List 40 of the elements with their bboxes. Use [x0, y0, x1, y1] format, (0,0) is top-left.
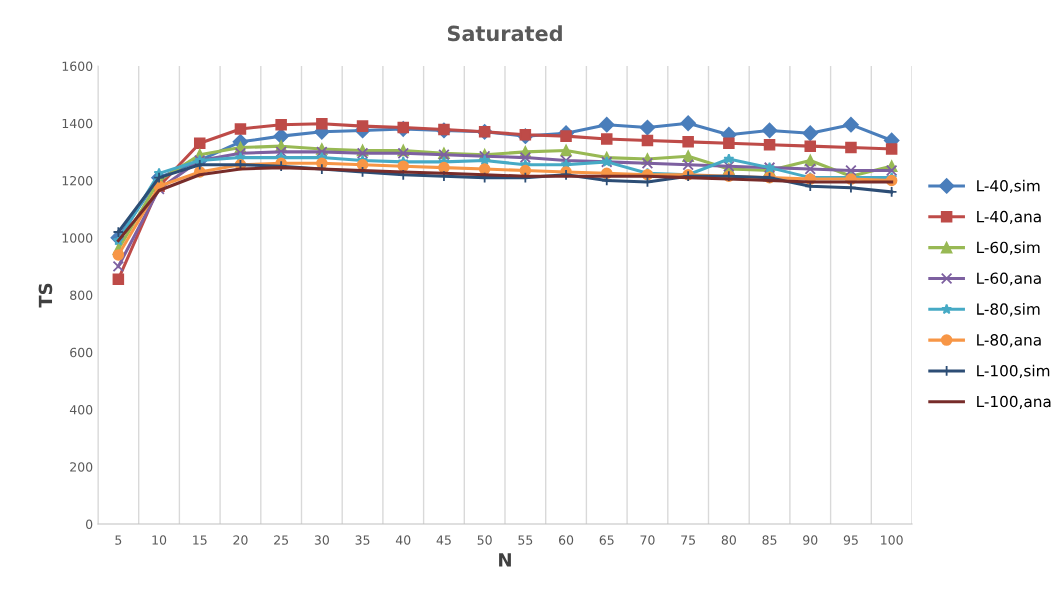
- legend-label: L-100,sim: [977, 364, 1050, 379]
- x-tick-label: 55: [518, 535, 533, 545]
- y-tick-label: 800: [70, 290, 93, 300]
- y-tick-label: 200: [70, 462, 93, 472]
- x-tick-label: 95: [843, 535, 858, 545]
- legend-label: L-60,ana: [977, 272, 1041, 286]
- y-tick-label: 400: [69, 404, 93, 415]
- x-tick-label: 85: [762, 535, 777, 545]
- x-tick-label: 75: [681, 535, 696, 545]
- x-tick-label: 80: [721, 535, 736, 545]
- legend-label: L-80,sim: [977, 303, 1040, 317]
- x-tick-label: 30: [314, 535, 329, 545]
- x-tick-label: 90: [803, 535, 818, 545]
- x-tick-label: 20: [233, 535, 248, 545]
- legend-label: L-40,sim: [977, 179, 1040, 194]
- x-tick-label: 70: [640, 535, 655, 545]
- y-tick-label: 0: [86, 519, 93, 529]
- x-tick-label: 15: [193, 535, 207, 545]
- x-tick-label: 100: [881, 535, 903, 545]
- x-tick-label: 50: [477, 535, 492, 545]
- legend-label: L-80,ana: [977, 334, 1041, 348]
- x-tick-label: 35: [355, 535, 370, 545]
- x-axis-title: N: [499, 553, 511, 567]
- x-tick-label: 60: [558, 535, 574, 545]
- y-tick-label: 1000: [62, 233, 93, 243]
- chart-title: Saturated: [447, 25, 562, 42]
- y-tick-label: 600: [70, 347, 93, 358]
- legend-label: L-100,ana: [977, 395, 1051, 409]
- legend-label: L-60,sim: [977, 241, 1040, 255]
- x-tick-label: 10: [152, 535, 167, 545]
- x-tick-label: 25: [274, 535, 289, 545]
- x-tick-label: 40: [395, 535, 411, 545]
- y-tick-label: 1600: [62, 61, 93, 71]
- legend-label: L-40,ana: [977, 210, 1041, 224]
- x-tick-label: 5: [115, 535, 122, 545]
- y-tick-label: 1200: [62, 175, 93, 186]
- x-tick-label: 65: [599, 535, 614, 545]
- y-tick-label: 1400: [62, 118, 93, 129]
- x-tick-label: 45: [436, 535, 451, 545]
- y-axis-title: TS: [38, 283, 53, 308]
